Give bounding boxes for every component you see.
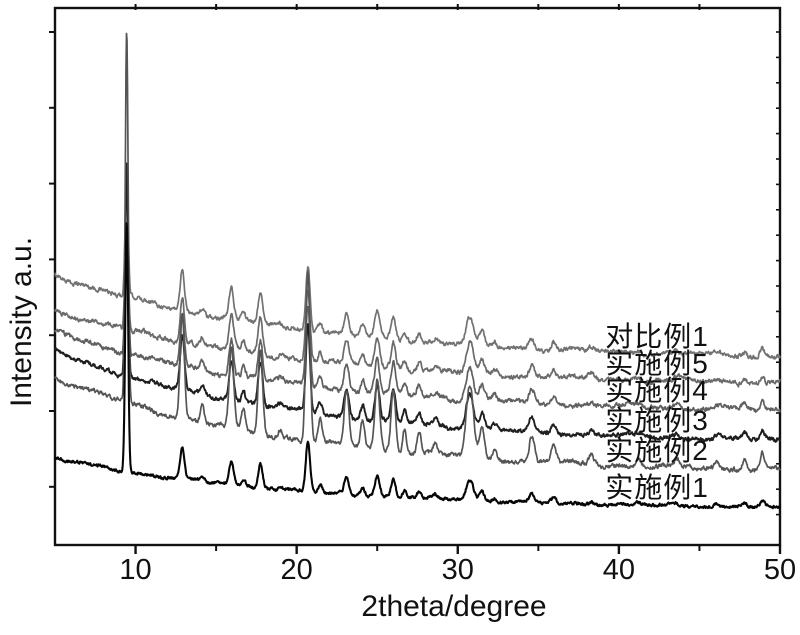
plot-frame bbox=[53, 6, 782, 547]
series-label-4: 实施例2 bbox=[605, 435, 709, 466]
xrd-trace-4 bbox=[54, 32, 781, 473]
xrd-trace-2 bbox=[54, 167, 781, 413]
series-label-1: 实施例5 bbox=[605, 348, 709, 379]
series-label-0: 对比例1 bbox=[605, 321, 709, 352]
x-tick-label: 40 bbox=[602, 554, 636, 586]
x-tick-label: 50 bbox=[763, 554, 797, 586]
series-label-5: 实施例1 bbox=[605, 472, 709, 503]
xrd-trace-5 bbox=[53, 222, 782, 510]
xrd-trace-1 bbox=[54, 180, 781, 388]
xrd-trace-3 bbox=[54, 162, 781, 443]
series-label-3: 实施例3 bbox=[605, 405, 709, 436]
y-axis-title: Intensity a.u. bbox=[5, 236, 38, 408]
xrd-trace-0 bbox=[54, 164, 781, 360]
x-axis-title: 2theta/degree bbox=[361, 590, 547, 623]
x-tick-label: 30 bbox=[441, 554, 474, 586]
x-tick-label: 20 bbox=[280, 554, 313, 586]
series-label-2: 实施例4 bbox=[605, 375, 709, 406]
x-tick-label: 10 bbox=[119, 554, 152, 586]
